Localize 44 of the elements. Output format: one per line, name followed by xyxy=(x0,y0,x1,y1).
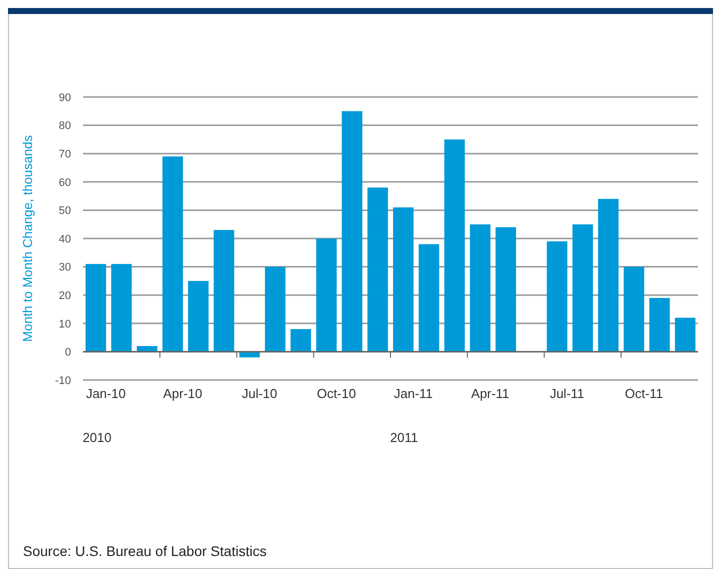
bar xyxy=(546,241,568,352)
bar xyxy=(342,111,362,352)
y-tick-label: 0 xyxy=(64,346,71,359)
x-tick-label: Oct-10 xyxy=(316,386,356,401)
y-tick-label: 80 xyxy=(58,120,71,132)
y-tick-label: 20 xyxy=(58,290,71,302)
bar xyxy=(367,188,388,352)
text: 2010 xyxy=(82,430,112,445)
x-tick-label: Oct-11 xyxy=(624,386,663,401)
y-tick-label: 50 xyxy=(58,205,71,218)
x-tick-label: Jul-11 xyxy=(550,386,584,401)
y-tick-label: 10 xyxy=(58,318,71,330)
source-note: Source: U.S. Bureau of Labor Statistics xyxy=(23,543,267,559)
x-tick-label: Jan-10 xyxy=(86,386,126,401)
x-tick-label: Apr-10 xyxy=(163,386,202,401)
y-tick-label: 70 xyxy=(58,148,71,160)
y-tick-label: 30 xyxy=(58,262,71,274)
bar xyxy=(649,298,670,352)
bar xyxy=(264,266,286,352)
bar xyxy=(598,198,619,352)
bar xyxy=(418,244,440,352)
x-tick-label: Jan-11 xyxy=(394,386,433,401)
bar xyxy=(316,238,337,352)
y-tick-label: -10 xyxy=(55,374,71,387)
bar xyxy=(188,280,209,352)
x-tick-label: Apr-11 xyxy=(471,386,510,401)
bar xyxy=(111,264,132,352)
y-tick-label: 90 xyxy=(58,92,71,104)
bar xyxy=(214,230,234,352)
bar xyxy=(572,224,593,352)
bar xyxy=(470,224,490,352)
bar xyxy=(624,266,644,352)
text: 2011 xyxy=(390,430,418,445)
y-tick-label: 40 xyxy=(58,233,71,246)
y-axis-title: Month to Month Change, thousands xyxy=(20,134,35,342)
y-tick-label: 60 xyxy=(58,176,71,189)
x-tick-label: Jul-10 xyxy=(242,386,278,401)
bar xyxy=(444,139,465,352)
bar xyxy=(162,156,183,352)
bar xyxy=(496,227,516,352)
bar xyxy=(393,207,414,352)
bar xyxy=(674,318,696,352)
bar xyxy=(86,264,106,352)
bar xyxy=(290,329,312,352)
